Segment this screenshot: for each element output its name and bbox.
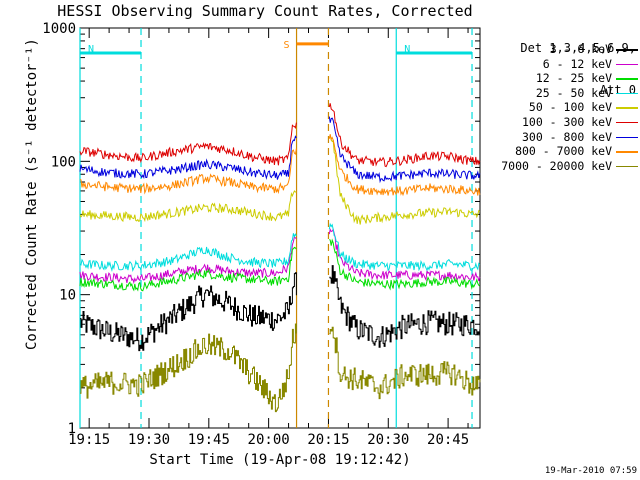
series-line <box>80 323 297 413</box>
legend-entry: 300 - 800 keV <box>480 130 640 145</box>
legend-swatch <box>616 49 638 51</box>
legend-entry: 7000 - 20000 keV <box>480 159 640 174</box>
legend-entry: 800 - 7000 keV <box>480 144 640 159</box>
legend-header: Det 1,3,4,5,6,9, Att 0 <box>486 13 636 111</box>
x-tick-label: 19:15 <box>68 432 110 448</box>
chart-title: HESSI Observing Summary Count Rates, Cor… <box>57 2 473 20</box>
legend-swatch <box>616 78 638 80</box>
annotation-label: S <box>284 40 290 51</box>
series-line <box>79 122 297 166</box>
series-line <box>79 135 297 180</box>
series-line <box>329 238 481 291</box>
series-line <box>79 190 297 223</box>
legend-header-line-1: Det 1,3,4,5,6,9, <box>520 41 636 55</box>
legend-label: 12 - 25 keV <box>535 71 612 86</box>
annotation-label: N <box>404 44 410 55</box>
legend-label: 300 - 800 keV <box>521 129 612 144</box>
legend-swatch <box>616 92 638 95</box>
x-tick-label: 20:00 <box>248 432 290 448</box>
legend-swatch <box>616 107 638 109</box>
annotation-label: N <box>88 44 94 55</box>
legend-entry: 12 - 25 keV <box>480 71 640 86</box>
series-line <box>328 228 481 282</box>
series-line <box>328 134 481 197</box>
legend-entry: 100 - 300 keV <box>480 115 640 130</box>
legend-swatch <box>616 63 638 66</box>
legend-entry: 50 - 100 keV <box>480 100 640 115</box>
legend-swatch <box>616 121 638 124</box>
series-line <box>79 148 297 195</box>
x-tick-label: 20:15 <box>307 432 349 448</box>
series-line <box>328 103 481 168</box>
y-tick-label: 100 <box>51 154 76 170</box>
series-line <box>328 116 481 184</box>
legend-label: 50 - 100 keV <box>528 100 612 115</box>
series-line <box>328 134 481 225</box>
legend-label: 6 - 12 keV <box>542 56 612 71</box>
y-tick-label: 10 <box>59 288 76 304</box>
series-line <box>79 233 297 273</box>
y-tick-label: 1 <box>68 421 76 437</box>
y-axis-label: Corrected Count Rate (s⁻¹ detector⁻¹) <box>24 38 40 350</box>
x-tick-label: 19:30 <box>128 432 170 448</box>
legend-swatch <box>616 165 638 168</box>
legend-entry: 25 - 50 keV <box>480 86 640 101</box>
legend-entry: 6 - 12 keV <box>480 57 640 72</box>
legend-label: 25 - 50 keV <box>535 85 612 100</box>
legend-swatch <box>616 151 638 153</box>
legend-label: 800 - 7000 keV <box>515 144 612 159</box>
x-axis-label: Start Time (19-Apr-08 19:12:42) <box>149 452 411 468</box>
x-tick-label: 20:30 <box>367 432 409 448</box>
y-tick-label: 1000 <box>42 21 76 37</box>
series-line <box>79 246 297 292</box>
x-tick-label: 20:45 <box>427 432 469 448</box>
footer-timestamp: 19-Mar-2010 07:59 <box>544 466 637 476</box>
legend-swatch <box>616 136 638 139</box>
legend: 3 - 6 keV 6 - 12 keV 12 - 25 keV 25 - 50 ke… <box>480 42 640 173</box>
series-line <box>79 236 297 285</box>
legend-label: 100 - 300 keV <box>521 114 612 129</box>
legend-label: 3 - 6 keV <box>549 42 612 56</box>
series-line <box>329 265 481 348</box>
legend-label: 7000 - 20000 keV <box>501 158 612 173</box>
x-tick-label: 19:45 <box>188 432 230 448</box>
series-line <box>328 222 481 272</box>
series-line <box>329 326 481 400</box>
series-line <box>80 272 297 352</box>
legend-entry: 3 - 6 keV <box>480 42 640 57</box>
